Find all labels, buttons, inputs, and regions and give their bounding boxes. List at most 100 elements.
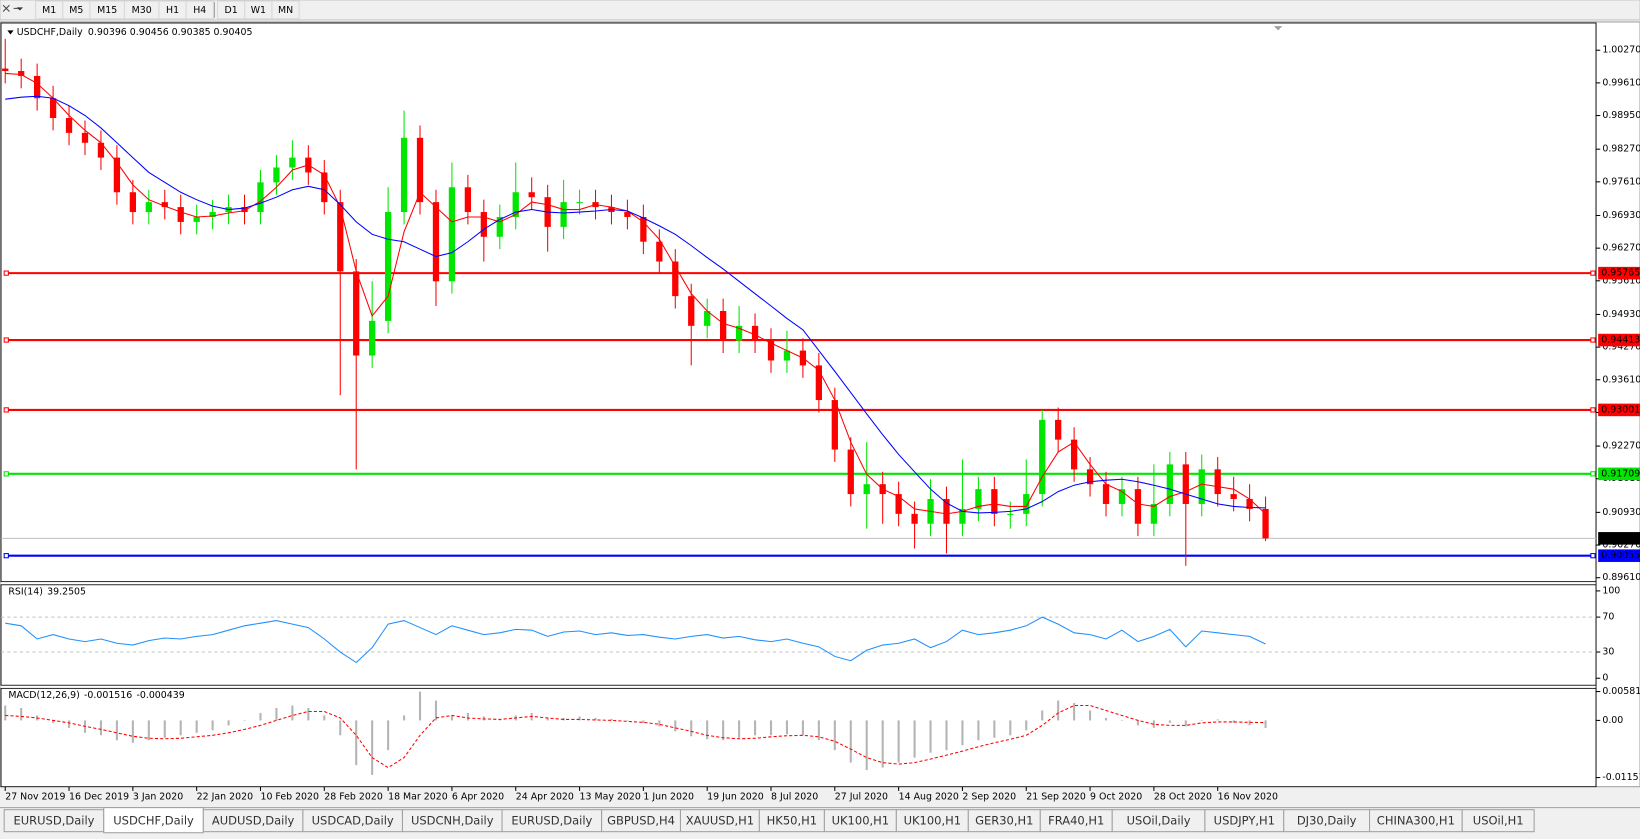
level-handle <box>3 270 9 276</box>
tab-label[interactable]: EURUSD,Daily <box>511 814 592 828</box>
histogram-bar <box>52 720 55 723</box>
timeframe-label[interactable]: D1 <box>225 5 238 16</box>
histogram-bar <box>610 718 613 721</box>
indicator-title: RSI(14) <box>8 587 43 598</box>
histogram-bar <box>275 708 278 721</box>
chart-tab[interactable]: UK100,H1 <box>823 809 897 833</box>
y-tick-label: 0.00 <box>1602 715 1623 726</box>
chart-tab[interactable]: EURUSD,Daily <box>501 809 603 833</box>
histogram-bar <box>1009 720 1012 736</box>
histogram-bar <box>642 720 645 723</box>
timeframe-label[interactable]: M1 <box>42 5 56 16</box>
tab-background[interactable] <box>1461 809 1535 833</box>
level-handle <box>1590 337 1596 343</box>
candle-body <box>1166 464 1173 504</box>
candle-body <box>815 365 822 401</box>
tab-background[interactable] <box>103 807 204 834</box>
y-tick-label: 70 <box>1602 612 1614 623</box>
chart-tab[interactable]: GER30,H1 <box>967 809 1041 833</box>
moving-average <box>5 95 1266 514</box>
histogram-bar <box>323 715 326 721</box>
histogram-bar <box>1152 720 1155 728</box>
tab-label[interactable]: FRA40,H1 <box>1048 814 1104 828</box>
candle-body <box>1118 489 1126 504</box>
histogram-bar <box>849 720 852 763</box>
timeframe-label[interactable]: M30 <box>132 5 152 16</box>
histogram-bar <box>307 708 310 721</box>
chart-tab[interactable]: UK100,H1 <box>895 809 969 833</box>
chart-tab[interactable]: USDCAD,Daily <box>302 809 403 833</box>
candle-body <box>1007 513 1014 515</box>
timeframe-label[interactable]: H1 <box>166 5 179 16</box>
chart-tab[interactable]: USDCHF,Daily <box>103 807 204 834</box>
tab-label[interactable]: CHINA300,H1 <box>1377 814 1455 828</box>
chart-tab[interactable]: EURUSD,Daily <box>3 809 105 833</box>
histogram-bar <box>913 720 916 758</box>
y-tick-label: 0.99610 <box>1602 77 1640 88</box>
histogram-bar <box>131 720 134 743</box>
tab-label[interactable]: UK100,H1 <box>832 814 890 828</box>
x-tick-label: 21 Sep 2020 <box>1026 792 1086 803</box>
histogram-bar <box>865 720 868 771</box>
chart-tab[interactable]: CHINA300,H1 <box>1369 809 1463 833</box>
chart-tab[interactable]: DJ30,Daily <box>1283 809 1371 833</box>
tab-label[interactable]: USDCAD,Daily <box>312 814 394 828</box>
level-label: 0.94413 <box>1601 335 1640 346</box>
chart-tab[interactable]: FRA40,H1 <box>1039 809 1113 833</box>
candle-body <box>576 202 583 204</box>
tab-label[interactable]: USOil,Daily <box>1127 814 1191 828</box>
candle-body <box>496 216 503 237</box>
histogram-bar <box>1200 720 1203 721</box>
indicator-value: 39.2505 <box>47 587 86 598</box>
indicator-title: MACD(12,26,9) <box>8 690 79 701</box>
tab-label[interactable]: USDCHF,Daily <box>113 814 194 828</box>
candle-body <box>65 118 73 133</box>
histogram-bar <box>1120 720 1124 721</box>
x-tick-label: 9 Oct 2020 <box>1090 792 1142 803</box>
tab-label[interactable]: GER30,H1 <box>975 814 1033 828</box>
tab-label[interactable]: DJ30,Daily <box>1297 814 1357 828</box>
candle-body <box>1070 439 1078 470</box>
level-label: 0.95765 <box>1601 268 1640 279</box>
timeframe-button[interactable] <box>185 0 214 20</box>
tab-label[interactable]: AUDUSD,Daily <box>212 814 295 828</box>
y-tick-label: 0.96930 <box>1602 210 1640 221</box>
candle-body <box>991 489 998 514</box>
chart-tab[interactable]: USDCNH,Daily <box>401 809 503 833</box>
tab-label[interactable]: USDCNH,Daily <box>411 814 494 828</box>
candle-body <box>2 68 9 72</box>
candle-body <box>480 212 487 237</box>
tab-label[interactable]: EURUSD,Daily <box>13 814 94 828</box>
level-handle <box>1590 407 1596 413</box>
histogram-bar <box>945 720 948 751</box>
histogram-bar <box>738 720 741 738</box>
level-label-box <box>1598 403 1640 417</box>
chart-tab[interactable]: AUDUSD,Daily <box>202 809 304 833</box>
chart-tab[interactable]: GBPUSD,H4 <box>601 809 681 833</box>
chart-tab[interactable]: USOil,Daily <box>1111 809 1206 833</box>
candle-body <box>1150 503 1158 524</box>
tab-label[interactable]: XAUUSD,H1 <box>686 814 754 828</box>
tab-label[interactable]: UK100,H1 <box>904 814 962 828</box>
histogram-bar <box>115 720 118 741</box>
tab-label[interactable]: USOil,H1 <box>1473 814 1524 828</box>
candle-body <box>1262 508 1269 539</box>
timeframe-label[interactable]: M5 <box>69 5 83 16</box>
chart-tab[interactable]: USOil,H1 <box>1461 809 1535 833</box>
timeframe-label[interactable]: H4 <box>193 5 206 16</box>
timeframe-label[interactable]: M15 <box>97 5 117 16</box>
current-price-box <box>1598 532 1640 545</box>
tab-label[interactable]: HK50,H1 <box>767 814 817 828</box>
timeframe-label[interactable]: MN <box>278 5 293 16</box>
chart-tab[interactable]: HK50,H1 <box>758 809 825 833</box>
chart-tab[interactable]: USDJPY,H1 <box>1204 809 1285 833</box>
timeframe-button[interactable] <box>271 0 300 20</box>
tab-label[interactable]: GBPUSD,H4 <box>607 814 675 828</box>
tab-label[interactable]: USDJPY,H1 <box>1214 814 1275 828</box>
chart-tab[interactable]: XAUUSD,H1 <box>679 809 760 833</box>
histogram-bar <box>690 720 693 737</box>
x-tick-label: 28 Oct 2020 <box>1154 792 1212 803</box>
x-tick-label: 16 Nov 2020 <box>1218 792 1278 803</box>
timeframe-label[interactable]: W1 <box>251 5 266 16</box>
histogram-bar <box>769 720 773 736</box>
